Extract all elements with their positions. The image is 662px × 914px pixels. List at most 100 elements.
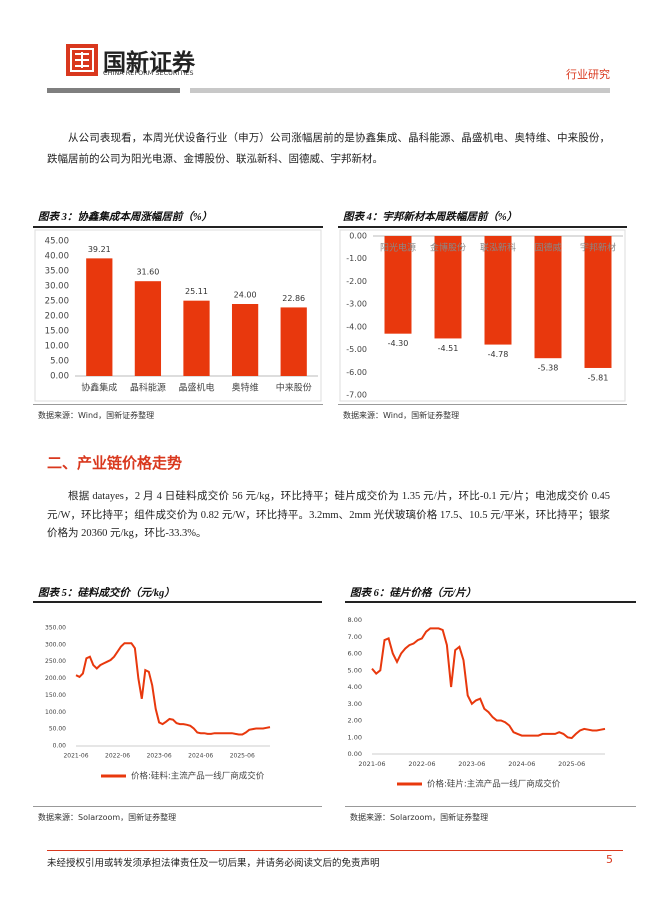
y-tick-label: 1.00 bbox=[348, 733, 362, 741]
title-rule bbox=[345, 601, 636, 603]
y-tick-label: 200.00 bbox=[45, 675, 66, 682]
y-tick-label: 250.00 bbox=[45, 658, 66, 665]
title-rule bbox=[338, 226, 627, 228]
y-tick-label: 0.00 bbox=[53, 743, 67, 750]
section-label: 行业研究 bbox=[566, 69, 610, 81]
title-rule bbox=[33, 601, 322, 603]
y-tick-label: 2.00 bbox=[348, 717, 362, 725]
value-label: -5.38 bbox=[538, 364, 559, 373]
source: 数据来源：Solarzoom，国新证券整理 bbox=[38, 813, 177, 822]
y-tick-label: 5.00 bbox=[50, 357, 69, 367]
x-tick-label: 金博股份 bbox=[430, 242, 466, 254]
brand: 国新证券 bbox=[103, 50, 195, 76]
bar bbox=[584, 236, 612, 368]
page-number: 5 bbox=[606, 853, 613, 866]
bar bbox=[231, 304, 259, 376]
bar bbox=[434, 236, 462, 339]
y-tick-label: -3.00 bbox=[346, 300, 367, 309]
y-tick-label: 0.00 bbox=[50, 372, 69, 382]
source: 数据来源：Solarzoom，国新证券整理 bbox=[350, 813, 489, 822]
body-text: 根据 datayes，2 月 4 日硅料成交价 56 元/kg，环比持平；硅片成… bbox=[47, 491, 610, 539]
y-tick-label: 5.00 bbox=[348, 666, 362, 674]
y-tick-label: -5.00 bbox=[346, 345, 367, 354]
y-tick-label: -6.00 bbox=[346, 368, 367, 377]
x-tick-label: 中来股份 bbox=[276, 382, 312, 394]
x-tick-label: 2025-06 bbox=[558, 760, 585, 768]
value-label: -5.81 bbox=[588, 373, 609, 382]
chart-title: 图表 6：硅片价格（元/片） bbox=[350, 588, 477, 599]
y-tick-label: 4.00 bbox=[348, 683, 362, 691]
plot-frame bbox=[34, 229, 322, 402]
bar bbox=[534, 236, 562, 359]
chart: 0.00 50.00 100.00 150.00 200.00 250.00 300.00 3… bbox=[45, 625, 271, 782]
x-tick-label: 晶科能源 bbox=[130, 382, 166, 394]
bottom-rule bbox=[33, 806, 322, 807]
chart: 0.00 5.00 10.00 15.00 20.00 25.00 30.00 35.00 40… bbox=[34, 229, 322, 402]
line bbox=[75, 642, 271, 736]
bar bbox=[183, 300, 210, 376]
chart-title: 图表 3：协鑫集成本周涨幅居前（%） bbox=[38, 212, 213, 223]
brand-en: CHINA REFORM SECURITIES bbox=[103, 69, 194, 77]
y-tick-label: 15.00 bbox=[45, 327, 69, 337]
y-tick-label: 6.00 bbox=[348, 650, 362, 658]
y-tick-label: 350.00 bbox=[45, 625, 66, 632]
y-tick-label: -4.00 bbox=[346, 322, 367, 331]
value-label: 39.21 bbox=[88, 245, 111, 254]
x-tick-label: 2021-06 bbox=[63, 753, 88, 760]
bottom-rule bbox=[338, 404, 627, 405]
y-tick-label: 100.00 bbox=[45, 709, 66, 716]
y-tick-label: 10.00 bbox=[45, 342, 69, 352]
value-label: 22.86 bbox=[282, 294, 305, 303]
x-tick-label: 2025-06 bbox=[230, 753, 255, 760]
x-tick-label: 联泓新科 bbox=[480, 242, 516, 254]
y-tick-label: 25.00 bbox=[45, 297, 69, 307]
footer-rule bbox=[47, 850, 623, 851]
bar bbox=[86, 258, 113, 376]
bottom-rule bbox=[345, 806, 636, 807]
x-tick-label: 固德威 bbox=[534, 242, 561, 254]
legend-label: 价格:硅片:主流产品一线厂商成交价 bbox=[427, 779, 561, 790]
chart: 0.00 -1.00 -2.00 -3.00 -4.00 -5.00 -6.00 -7.00 -… bbox=[339, 229, 626, 402]
x-tick-label: 奥特维 bbox=[232, 382, 259, 394]
x-tick-label: 宇邦新材 bbox=[580, 242, 616, 254]
source: 数据来源：Wind，国新证券整理 bbox=[343, 411, 460, 420]
y-tick-label: -1.00 bbox=[346, 254, 367, 263]
intro-text: 从公司表现看，本周光伏设备行业（申万）公司涨幅居前的是协鑫集成、晶科能源、晶盛机… bbox=[47, 133, 610, 165]
title-rule bbox=[33, 226, 323, 228]
source: 数据来源：Wind，国新证券整理 bbox=[38, 411, 155, 420]
y-tick-label: 50.00 bbox=[49, 726, 66, 733]
x-tick-label: 2022-06 bbox=[105, 753, 130, 760]
chart-title: 图表 4：宇邦新材本周跌幅居前（%） bbox=[343, 212, 518, 223]
x-tick-label: 协鑫集成 bbox=[81, 382, 117, 394]
bar bbox=[384, 236, 412, 334]
plot-frame bbox=[339, 229, 626, 402]
x-tick-label: 2024-06 bbox=[508, 760, 535, 768]
y-tick-label: -2.00 bbox=[346, 277, 367, 286]
value-label: 25.11 bbox=[185, 287, 208, 296]
y-tick-label: 35.00 bbox=[45, 267, 69, 277]
bottom-rule bbox=[33, 404, 323, 405]
value-label: -4.51 bbox=[438, 344, 459, 353]
section-heading: 二、产业链价格走势 bbox=[47, 454, 183, 472]
y-tick-label: 40.00 bbox=[45, 252, 69, 262]
x-tick-label: 2023-06 bbox=[458, 760, 485, 768]
y-tick-label: 20.00 bbox=[45, 312, 69, 322]
x-tick-label: 2021-06 bbox=[358, 760, 385, 768]
value-label: 24.00 bbox=[234, 291, 257, 300]
bar bbox=[484, 236, 512, 345]
y-tick-label: -7.00 bbox=[346, 391, 367, 400]
y-tick-label: 0.00 bbox=[348, 750, 362, 758]
y-tick-label: 8.00 bbox=[348, 616, 362, 624]
logo-icon bbox=[66, 44, 98, 76]
disclaimer: 未经授权引用或转发须承担法律责任及一切后果，并请务必阅读文后的免责声明 bbox=[47, 859, 380, 869]
y-tick-label: 0.00 bbox=[349, 232, 367, 241]
chart-title: 图表 5：硅料成交价（元/kg） bbox=[38, 588, 175, 599]
header-bar bbox=[47, 88, 180, 93]
x-tick-label: 2023-06 bbox=[147, 753, 172, 760]
y-tick-label: 300.00 bbox=[45, 641, 66, 648]
header-bar bbox=[190, 88, 610, 93]
y-tick-label: 7.00 bbox=[348, 633, 362, 641]
x-tick-label: 晶盛机电 bbox=[178, 382, 214, 394]
line bbox=[371, 627, 606, 740]
